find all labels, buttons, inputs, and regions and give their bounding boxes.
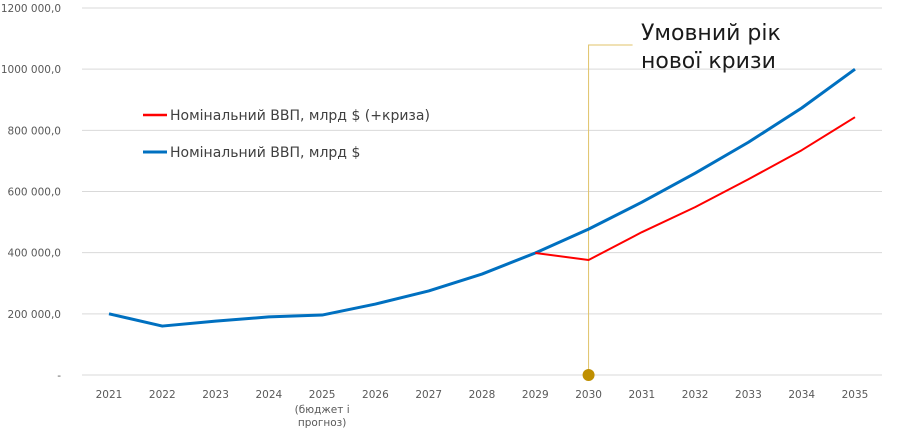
x-tick-label: 2028 — [469, 389, 496, 401]
annotation-text: Умовний рік — [641, 21, 781, 46]
x-tick-label: 2030 — [575, 389, 602, 401]
x-tick-label: 2029 — [522, 389, 549, 401]
legend-label-crisis: Номінальний ВВП, млрд $ (+криза) — [170, 108, 430, 124]
x-tick-label: 2035 — [842, 389, 869, 401]
y-axis-labels: - 200 000,0 400 000,0 600 000,0 800 000,0 100… — [1, 3, 61, 382]
x-tick-label: 2031 — [628, 389, 655, 401]
x-tick-label: 2033 — [735, 389, 762, 401]
series-lines — [108, 67, 856, 328]
legend: Номінальний ВВП, млрд $ (+криза) Номінал… — [143, 108, 430, 161]
x-tick-sublabel: (бюджет і — [295, 404, 350, 416]
legend-label-base: Номінальний ВВП, млрд $ — [170, 145, 360, 161]
y-tick-label: 400 000,0 — [8, 248, 61, 260]
x-tick-label: 2026 — [362, 389, 389, 401]
y-tick-label: 1200 000,0 — [1, 3, 61, 15]
x-tick-label: 2027 — [415, 389, 442, 401]
y-tick-label: 600 000,0 — [8, 187, 61, 199]
x-tick-label: 2025 — [309, 389, 336, 401]
x-tick-label: 2032 — [682, 389, 709, 401]
annotation-text: нової кризи — [641, 49, 776, 74]
series-line-crisis — [535, 116, 856, 262]
x-tick-label: 2034 — [788, 389, 815, 401]
crisis-annotation: Умовний рік нової кризи — [582, 21, 781, 381]
annotation-marker — [582, 369, 595, 381]
x-tick-label: 2022 — [149, 389, 176, 401]
y-tick-label: - — [57, 370, 61, 382]
y-tick-label: 200 000,0 — [8, 309, 61, 321]
x-tick-label: 2021 — [96, 389, 123, 401]
y-tick-label: 800 000,0 — [8, 125, 61, 137]
x-tick-label: 2023 — [202, 389, 229, 401]
y-tick-label: 1000 000,0 — [1, 64, 61, 76]
gridlines — [82, 7, 882, 376]
series-line-base — [108, 67, 856, 328]
annotation-leader-line — [588, 44, 633, 375]
x-tick-sublabel: прогноз) — [298, 417, 346, 429]
x-tick-label: 2024 — [255, 389, 282, 401]
